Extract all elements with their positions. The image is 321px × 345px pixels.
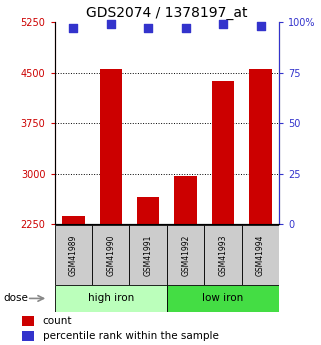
Point xyxy=(146,26,151,31)
Bar xyxy=(62,216,84,224)
Point xyxy=(108,22,113,27)
Text: GSM41990: GSM41990 xyxy=(106,234,115,276)
Bar xyxy=(249,69,272,224)
Text: dose: dose xyxy=(3,294,28,303)
Bar xyxy=(242,225,279,285)
Bar xyxy=(204,225,242,285)
Text: count: count xyxy=(43,316,72,326)
Bar xyxy=(100,69,122,224)
Bar xyxy=(22,316,34,326)
Bar xyxy=(129,225,167,285)
Bar xyxy=(137,197,160,224)
Bar xyxy=(92,225,129,285)
Point xyxy=(183,26,188,31)
Text: GSM41992: GSM41992 xyxy=(181,234,190,276)
Text: GSM41993: GSM41993 xyxy=(219,234,228,276)
Title: GDS2074 / 1378197_at: GDS2074 / 1378197_at xyxy=(86,6,248,20)
Bar xyxy=(174,177,197,224)
Point xyxy=(258,24,263,29)
Bar xyxy=(167,285,279,312)
Text: high iron: high iron xyxy=(88,294,134,303)
Bar xyxy=(55,225,92,285)
Text: GSM41989: GSM41989 xyxy=(69,234,78,276)
Point xyxy=(221,22,226,27)
Bar xyxy=(55,285,167,312)
Text: percentile rank within the sample: percentile rank within the sample xyxy=(43,331,219,341)
Point xyxy=(71,26,76,31)
Bar xyxy=(212,81,234,224)
Bar xyxy=(167,225,204,285)
Bar xyxy=(22,331,34,341)
Text: low iron: low iron xyxy=(203,294,244,303)
Text: GSM41991: GSM41991 xyxy=(144,234,153,276)
Text: GSM41994: GSM41994 xyxy=(256,234,265,276)
